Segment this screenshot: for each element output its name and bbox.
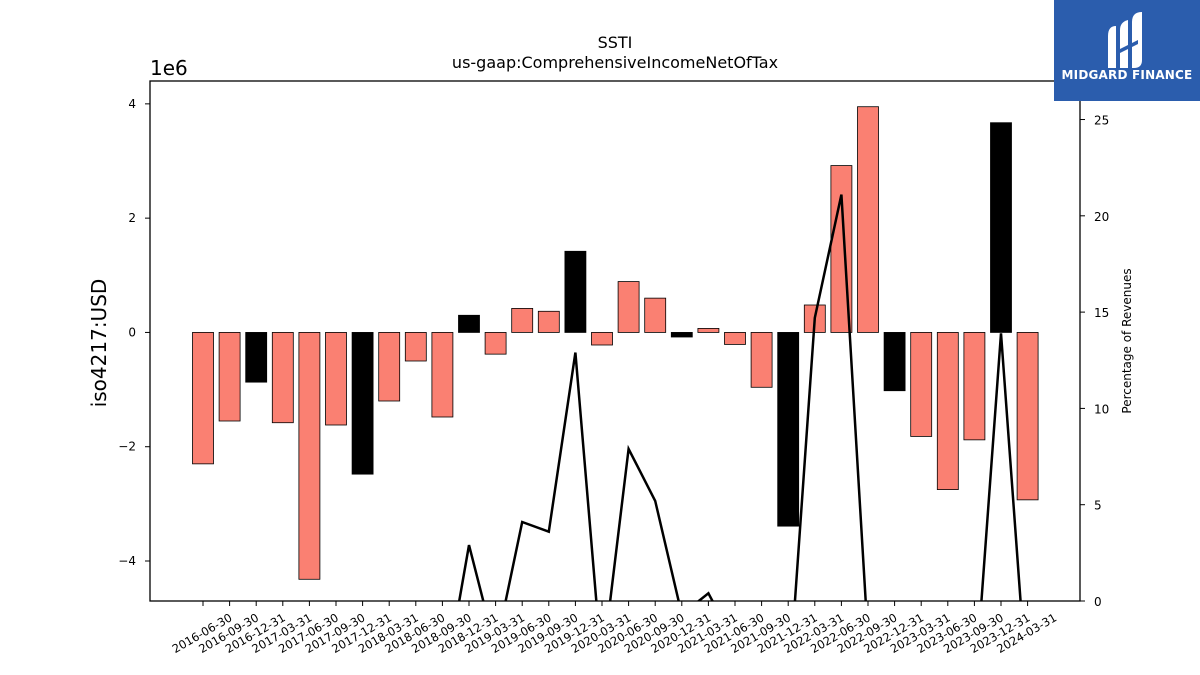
bar — [404, 332, 427, 362]
y-tick-label: 2 — [128, 211, 136, 225]
bar — [511, 308, 534, 333]
y2-tick-label: 5 — [1094, 499, 1102, 513]
y-multiplier-label: 1e6 — [150, 56, 188, 80]
bar — [936, 332, 959, 490]
bar — [298, 332, 321, 580]
y-tick-label: 4 — [128, 97, 136, 111]
y2-tick-label: 25 — [1094, 114, 1109, 128]
bar — [484, 332, 507, 355]
bar — [883, 332, 906, 392]
bar — [458, 314, 480, 333]
line-series — [457, 194, 1022, 601]
bar — [431, 332, 454, 418]
y-axis-label: iso4217:USD — [87, 279, 111, 408]
bar — [910, 332, 933, 437]
x-axis-ticks: 2016-06-302016-09-302016-12-312017-03-31… — [170, 601, 1059, 656]
bar — [537, 310, 560, 333]
bar — [245, 332, 268, 383]
bar — [351, 332, 374, 475]
bar — [218, 332, 241, 422]
bar — [670, 332, 693, 338]
chart-subtitle: us-gaap:ComprehensiveIncomeNetOfTax — [452, 53, 778, 72]
y2-axis-ticks: 0 5 10 15 20 25 — [1080, 114, 1109, 609]
bar — [857, 106, 879, 333]
bar — [617, 281, 640, 333]
plot-frame — [149, 80, 1081, 602]
bar — [378, 332, 401, 402]
y-tick-label: −4 — [118, 554, 136, 568]
bar — [990, 122, 1012, 333]
y-tick-label: 0 — [128, 325, 136, 339]
y-axis-ticks: −4 −2 0 2 4 — [118, 97, 150, 568]
y2-tick-label: 10 — [1094, 402, 1109, 416]
y-tick-label: −2 — [118, 440, 136, 454]
bar — [325, 332, 347, 426]
bar — [271, 332, 294, 424]
y2-tick-label: 15 — [1094, 306, 1109, 320]
bar — [1016, 332, 1039, 501]
bar — [591, 332, 613, 346]
bar — [750, 332, 773, 388]
percentage-line — [457, 194, 1022, 601]
bar — [963, 332, 986, 441]
bar — [564, 250, 587, 333]
y2-tick-label: 20 — [1094, 210, 1109, 224]
logo-text: MIDGARD FINANCE — [1061, 68, 1193, 82]
bar — [697, 328, 720, 333]
bar — [644, 297, 667, 333]
y2-tick-label: 0 — [1094, 595, 1102, 609]
bar — [724, 332, 746, 345]
logo-mark-icon — [1108, 12, 1142, 68]
chart-title: SSTI — [598, 33, 633, 52]
bar — [192, 332, 214, 465]
midgard-finance-logo: MIDGARD FINANCE — [1054, 0, 1200, 101]
bar-series — [192, 106, 1039, 580]
y2-axis-label: Percentage of Revenues — [1120, 268, 1134, 413]
bar — [777, 332, 800, 527]
